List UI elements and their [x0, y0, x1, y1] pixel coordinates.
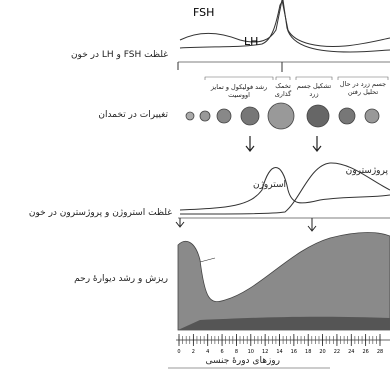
diagram-art: FSH LH 0246810121416182022242628 — [0, 0, 390, 371]
diagram: FSH LH 0246810121416182022242628 غلظت FS… — [0, 0, 390, 371]
corpus-luteum — [365, 109, 379, 123]
hormones-label: غلظت FSH و LH در خون — [71, 50, 168, 61]
uterine-wall — [178, 233, 390, 331]
day-tick-label: 6 — [220, 349, 223, 355]
stage-label: رشد فولیکول و تمایز اووسیت — [205, 83, 273, 99]
stage-label: تشکیل جسم زرد — [296, 82, 332, 98]
day-tick-label: 16 — [291, 349, 297, 355]
arrow — [246, 136, 321, 151]
day-tick-label: 14 — [276, 349, 282, 355]
menstruation-label: قاعدگی — [221, 251, 250, 262]
day-tick-label: 10 — [248, 349, 254, 355]
follicle — [241, 107, 259, 125]
day-tick-label: 12 — [262, 349, 268, 355]
uterus-label: ریزش و رشد دیوارهٔ رحم — [74, 274, 168, 285]
stage-label: تخمک گذاری — [272, 82, 294, 98]
follicle — [268, 103, 294, 129]
day-tick-label: 0 — [177, 349, 180, 355]
follicle — [217, 109, 231, 123]
ovary-label: تغییرات در تخمدان — [98, 110, 168, 121]
pointer — [200, 258, 215, 262]
day-tick-label: 24 — [348, 349, 354, 355]
day-tick-label: 26 — [362, 349, 368, 355]
corpus-luteum — [339, 108, 355, 124]
day-tick-label: 18 — [305, 349, 311, 355]
day-tick-label: 4 — [206, 349, 209, 355]
follicle — [186, 112, 194, 120]
day-tick-label: 2 — [192, 349, 195, 355]
stage-label: جسم زرد در حال تحلیل رفتن — [338, 80, 388, 96]
days-label: روزهای دورهٔ جنسی — [205, 356, 280, 367]
lh-label: LH — [244, 35, 258, 48]
ovary-stages — [186, 103, 379, 129]
day-tick-label: 8 — [235, 349, 238, 355]
fsh-label: FSH — [193, 6, 214, 19]
corpus-luteum — [307, 105, 329, 127]
estrogen-label: استروژن — [253, 180, 286, 191]
day-tick-label: 22 — [334, 349, 340, 355]
arrow — [176, 218, 316, 231]
steroids-label: غلظت استروژن و پروژسترون در خون — [29, 208, 172, 219]
day-tick-label: 28 — [377, 349, 383, 355]
progesterone-label: پروژسترون — [346, 166, 388, 177]
day-tick-label: 20 — [319, 349, 325, 355]
follicle — [200, 111, 210, 121]
